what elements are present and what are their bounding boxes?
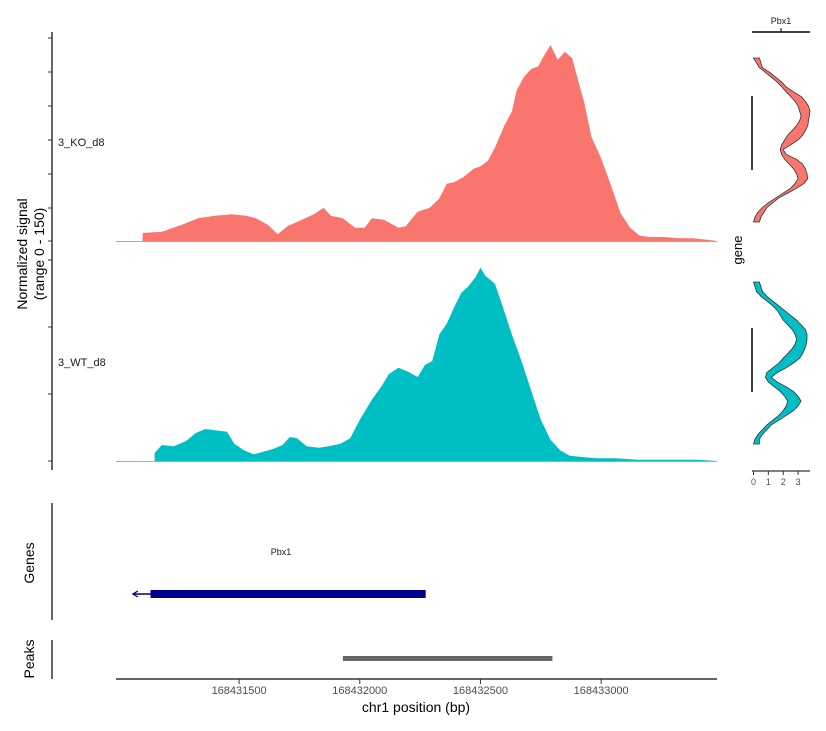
coverage-area-3_KO_d8 xyxy=(142,45,718,241)
x-tick-label: 168432500 xyxy=(453,685,508,697)
violin-x-tick-label: 3 xyxy=(796,477,801,487)
track-label-ko: 3_KO_d8 xyxy=(58,137,104,149)
peak-layer xyxy=(342,656,553,661)
violin-x-tick-label: 0 xyxy=(751,477,756,487)
strand-arrow-icon xyxy=(131,590,139,598)
violin-x-tick-label: 2 xyxy=(781,477,786,487)
peaks-panel: Peaks xyxy=(21,640,553,679)
x-axis-title: chr1 position (bp) xyxy=(362,699,470,715)
coverage-panel: 3_KO_d8 3_WT_d8 Normalized signal (range… xyxy=(14,32,718,470)
track-label-wt: 3_WT_d8 xyxy=(58,357,106,369)
gene-exon-block xyxy=(150,590,426,598)
violin-wt xyxy=(752,281,808,445)
peaks-title: Peaks xyxy=(21,640,37,679)
gene-model xyxy=(131,590,426,598)
x-tick-label: 168431500 xyxy=(212,685,267,697)
violin-x-tick-label: 1 xyxy=(766,477,771,487)
violin-ko xyxy=(752,57,811,223)
x-tick-label: 168433000 xyxy=(574,685,629,697)
y-axis-subtitle: (range 0 - 150) xyxy=(31,208,47,301)
x-axis: 168431500 168432000 168432500 168433000 chr… xyxy=(116,678,717,715)
y-axis-title: Normalized signal xyxy=(14,198,30,309)
genes-panel: Genes Pbx1 xyxy=(21,503,426,620)
violin-gene-label: Pbx1 xyxy=(771,16,792,26)
violin-y-title: gene xyxy=(730,236,745,265)
peak-region xyxy=(342,656,553,661)
x-ticks: 168431500 168432000 168432500 168433000 xyxy=(212,679,629,697)
gene-name-label: Pbx1 xyxy=(271,547,292,557)
series-layer xyxy=(142,45,718,461)
violin-layer xyxy=(752,57,811,445)
x-tick-label: 168432000 xyxy=(332,685,387,697)
coverage-area-3_WT_d8 xyxy=(154,267,718,461)
genes-title: Genes xyxy=(21,542,37,583)
